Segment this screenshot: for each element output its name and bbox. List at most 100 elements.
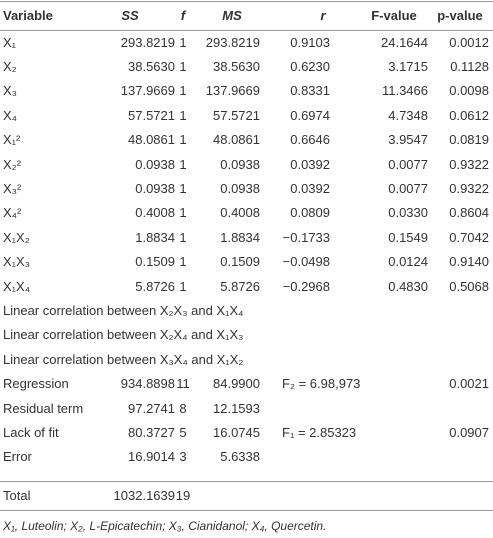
cell: 137.9669 <box>120 83 175 99</box>
cell: 48.0861 <box>128 132 175 148</box>
cell: 1 <box>179 156 187 172</box>
cell: 293.8219 <box>205 34 260 50</box>
cell: 137.9669 <box>205 83 260 99</box>
rule <box>0 1 493 2</box>
cell: 5.6338 <box>220 449 260 465</box>
cell: 97.2741 <box>128 400 175 416</box>
rule <box>0 30 493 31</box>
row-label: X₁ <box>3 34 17 50</box>
cell: 16.9014 <box>128 449 175 465</box>
row-label: X₁² <box>3 132 21 148</box>
row-label: X₃ <box>3 83 17 99</box>
cell: 5 <box>179 424 187 440</box>
cell: 11 <box>176 376 190 392</box>
cell: 0.9322 <box>449 156 489 172</box>
row-label: Total <box>3 488 31 503</box>
cell: F₂ = 6.98,973 <box>282 376 361 392</box>
cell: 0.6646 <box>290 132 330 148</box>
row-label: Residual term <box>3 400 84 416</box>
cell: 293.8219 <box>120 34 175 50</box>
row-label: X₃² <box>3 180 22 196</box>
cell: 0.1128 <box>450 58 489 74</box>
cell: 0.9140 <box>449 254 489 270</box>
cell: 0.0098 <box>449 83 489 99</box>
cell: −0.1733 <box>282 229 330 245</box>
row-label: X₄² <box>3 205 22 221</box>
row-label: X₄ <box>3 107 17 123</box>
cell: 12.1593 <box>213 400 260 416</box>
cell: 0.0938 <box>220 156 260 172</box>
cell: 0.1509 <box>135 254 175 270</box>
cell: 0.0392 <box>290 180 330 196</box>
cell: 11.3466 <box>381 83 428 99</box>
cell: 0.4008 <box>135 205 175 221</box>
row-label: Lack of fit <box>3 424 59 440</box>
cell: 5.8726 <box>220 278 260 294</box>
cell: 0.0819 <box>449 132 489 148</box>
cell: 0.4830 <box>388 278 428 294</box>
cell: 0.0907 <box>449 424 489 440</box>
cell: 5.8726 <box>135 278 175 294</box>
cell: 0.1509 <box>220 254 260 270</box>
cell: 84.9900 <box>213 376 260 392</box>
cell: 0.7042 <box>449 229 489 245</box>
cell: 0.9103 <box>290 34 330 50</box>
cell: 38.5630 <box>128 58 175 74</box>
header-cell: r <box>320 8 326 23</box>
cell: 0.0124 <box>388 254 428 270</box>
cell: 934.8898 <box>120 376 175 392</box>
rule <box>0 510 493 511</box>
cell: 0.0612 <box>449 107 489 123</box>
cell: 0.6230 <box>290 58 330 74</box>
row-label: Linear correlation between X₃X₄ and X₁X₂ <box>3 351 244 367</box>
cell: 4.7348 <box>388 107 428 123</box>
cell: 57.5721 <box>128 107 175 123</box>
row-label: X₂ <box>3 58 17 74</box>
cell: 3 <box>179 449 187 465</box>
cell: 80.3727 <box>128 424 175 440</box>
row-label: Regression <box>3 376 69 392</box>
cell: 0.9322 <box>449 180 489 196</box>
cell: 0.0012 <box>449 34 489 50</box>
cell: 0.0330 <box>388 205 428 221</box>
cell: −0.2968 <box>282 278 330 294</box>
cell: 57.5721 <box>213 107 260 123</box>
row-label: X₁X₃ <box>3 254 31 270</box>
cell: 24.1644 <box>381 34 428 50</box>
cell: 0.8331 <box>290 83 330 99</box>
header-cell: SS <box>121 8 139 23</box>
cell: 0.0809 <box>290 205 330 221</box>
cell: 0.0392 <box>290 156 330 172</box>
row-label: Error <box>3 449 32 465</box>
cell: 0.1549 <box>388 229 428 245</box>
cell: −0.0498 <box>282 254 330 270</box>
cell: 1032.1639 <box>113 488 175 503</box>
header-cell: f <box>180 8 186 23</box>
cell: 0.4008 <box>220 205 260 221</box>
row-label: X₁X₄ <box>3 278 31 294</box>
rule <box>0 481 493 482</box>
footnote: X₁, Luteolin; X₂, L-Epicatechin; X₃, Cia… <box>3 519 327 533</box>
cell: 3.9547 <box>388 132 428 148</box>
cell: 0.0938 <box>135 156 175 172</box>
cell: 0.0938 <box>220 180 260 196</box>
cell: 3.1715 <box>388 58 428 74</box>
cell: 1 <box>179 107 187 123</box>
row-label: Linear correlation between X₂X₄ and X₁X₃ <box>3 327 244 343</box>
header-cell: Variable <box>3 8 53 23</box>
cell: 1 <box>179 205 187 221</box>
row-label: Linear correlation between X₂X₃ and X₁X₄ <box>3 302 244 318</box>
cell: 1 <box>179 254 187 270</box>
cell: 0.5068 <box>449 278 489 294</box>
row-label: X₂² <box>3 156 22 172</box>
cell: 0.0077 <box>388 180 428 196</box>
row-label: X₁X₂ <box>3 229 30 245</box>
cell: 0.8604 <box>449 205 489 221</box>
cell: 19 <box>175 488 191 503</box>
cell: 1 <box>179 180 187 196</box>
cell: 16.0745 <box>213 424 260 440</box>
cell: 0.6974 <box>290 107 330 123</box>
cell: 38.5630 <box>213 58 260 74</box>
cell: 1 <box>179 132 187 148</box>
